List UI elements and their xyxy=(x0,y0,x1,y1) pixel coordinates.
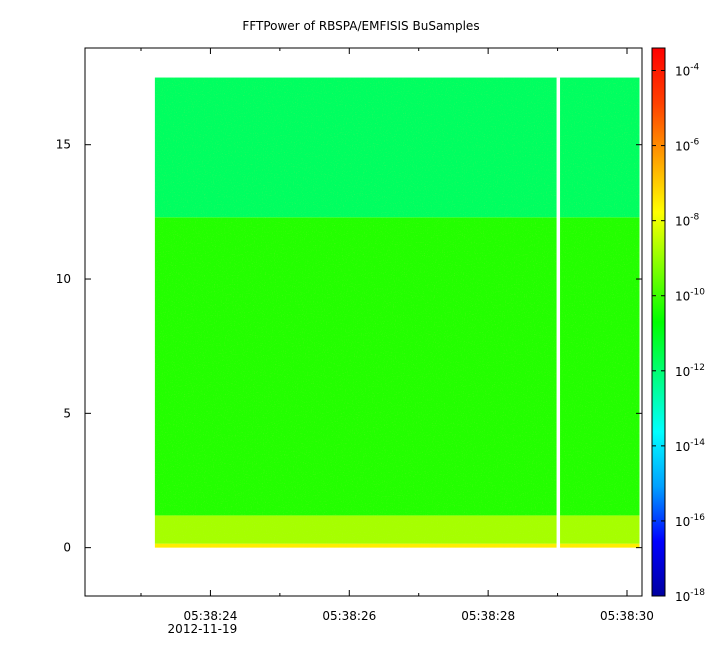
y-axis: 0 5 10 15 xyxy=(56,138,642,555)
x-tick-label-3: 05:38:30 xyxy=(600,609,654,623)
colorbar-tick-label-5: 10-14 xyxy=(675,438,705,454)
colorbar-tick-label-2: 10-8 xyxy=(675,213,700,229)
colorbar-tick-label-4: 10-12 xyxy=(675,363,705,379)
spectrogram-texture xyxy=(154,77,640,548)
plot-area xyxy=(154,77,640,549)
chart-title: FFTPower of RBSPA/EMFISIS BuSamples xyxy=(242,19,479,33)
y-tick-label-1: 5 xyxy=(63,406,71,420)
colorbar-tick-label-6: 10-16 xyxy=(675,513,705,529)
x-tick-label-0: 05:38:24 xyxy=(183,609,237,623)
colorbar-scale xyxy=(651,47,666,597)
colorbar-tick-label-7: 10-18 xyxy=(675,588,705,604)
colorbar-tick-label-0: 10-4 xyxy=(675,63,700,79)
colorbar-tick-label-3: 10-10 xyxy=(675,288,705,304)
y-tick-label-2: 10 xyxy=(56,272,71,286)
y-tick-label-0: 0 xyxy=(63,541,71,555)
x-tick-label-2: 05:38:28 xyxy=(461,609,515,623)
x-tick-sublabel-0: 2012-11-19 xyxy=(168,622,238,636)
y-tick-label-3: 15 xyxy=(56,138,71,152)
colorbar-tick-label-1: 10-6 xyxy=(675,138,700,154)
data-gap xyxy=(556,77,561,549)
plot-frame xyxy=(84,47,643,597)
x-tick-label-1: 05:38:26 xyxy=(322,609,376,623)
colorbar: 10-4 10-6 10-8 10-10 10-12 10-14 10-16 10-18 xyxy=(651,47,705,604)
